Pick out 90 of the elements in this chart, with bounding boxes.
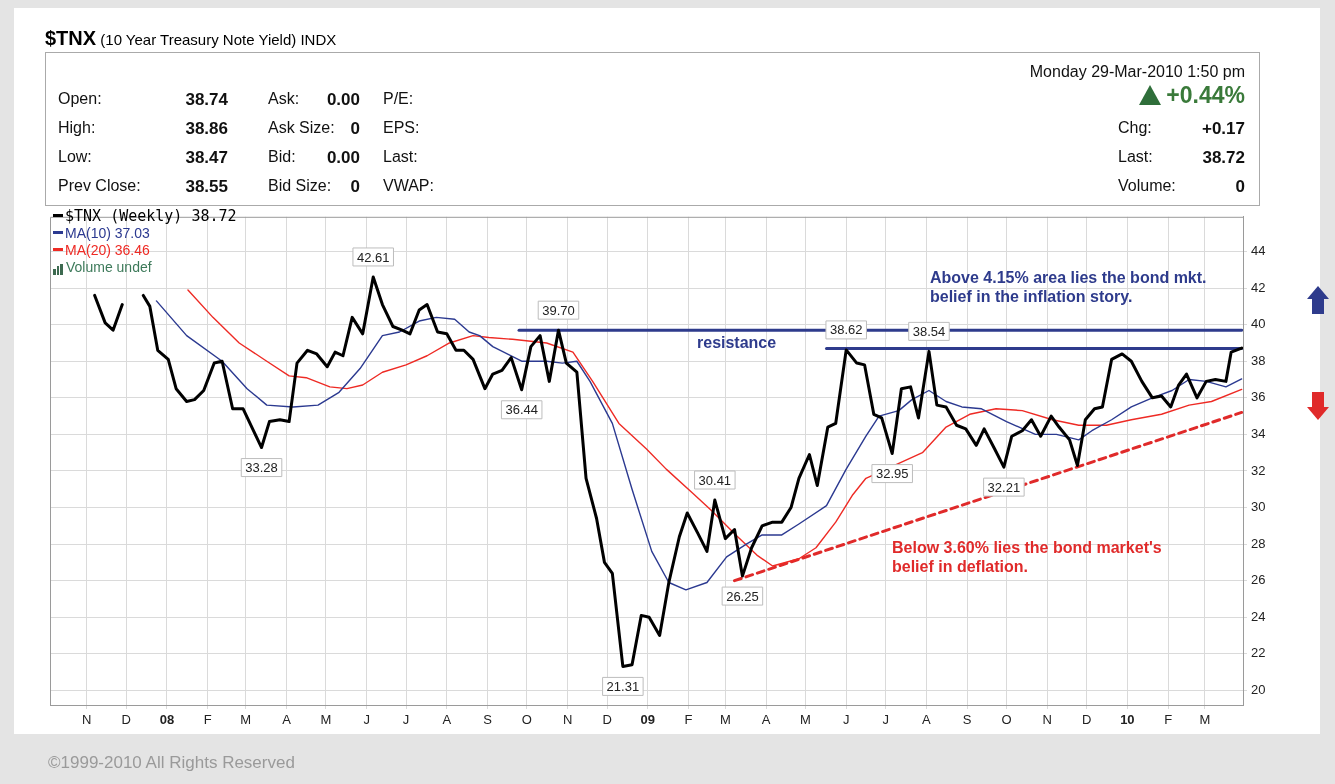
text: 0	[350, 177, 360, 196]
annotation: 42.61	[356, 249, 390, 265]
annotation: Above 4.15% area lies the bond mkt. belief in the inflation story.	[930, 269, 1207, 306]
legend-label: $TNX (Weekly) 38.72	[65, 206, 237, 225]
x-tick-label: N	[82, 712, 92, 728]
annotation: Volume undef	[66, 259, 152, 275]
text: EPS:	[383, 119, 420, 136]
text: 0.00	[326, 148, 360, 167]
text: P/E:	[383, 90, 414, 107]
legend-label: MA(10) 37.03	[65, 224, 150, 241]
text: Ask Size:	[268, 119, 335, 136]
text: 0.00	[326, 90, 360, 109]
y-tick-label: 22	[1251, 645, 1266, 661]
x-tick-label: D	[1081, 712, 1092, 728]
y-tick-label: 44	[1251, 243, 1266, 259]
x-tick-label: A	[282, 712, 292, 728]
x-tick-label: D	[602, 712, 612, 728]
annotation: Below 3.60% lies the bond market's belief in deflation.	[892, 539, 1162, 576]
x-tick-label: J	[882, 712, 889, 728]
annotation: 30.41	[698, 472, 732, 488]
y-tick-label: 20	[1251, 681, 1266, 697]
text: Volume:	[1118, 177, 1176, 194]
y-tick-label: 34	[1251, 425, 1266, 441]
x-tick-label: A	[922, 712, 932, 728]
text: +0.17	[1201, 119, 1245, 138]
legend-label: MA(20) 36.46	[65, 241, 150, 258]
text: Last:	[383, 148, 418, 165]
annotation: 21.31	[606, 679, 640, 694]
y-tick-label: 42	[1251, 279, 1266, 295]
text: 38.55	[185, 177, 228, 196]
annotation: 26.25	[726, 588, 759, 604]
y-tick-label: 38	[1251, 352, 1266, 368]
y-tick-label: 28	[1251, 535, 1266, 551]
x-tick-label: M	[240, 712, 252, 728]
x-tick-label: M	[1199, 712, 1211, 728]
y-tick-label: 26	[1251, 572, 1266, 588]
y-tick-label: 32	[1251, 462, 1266, 478]
annotation: 32.21	[987, 479, 1021, 495]
y-tick-label: 36	[1251, 389, 1266, 405]
annotation: 39.70	[542, 302, 575, 318]
text: 38.74	[185, 90, 228, 109]
text: Monday 29-Mar-2010 1:50 pm	[1029, 63, 1245, 80]
x-tick-label: D	[121, 712, 131, 728]
text: Open:	[58, 90, 102, 107]
text: 0	[350, 119, 360, 138]
x-tick-label: S	[483, 712, 493, 728]
x-tick-label: 10	[1120, 712, 1135, 728]
x-tick-label: O	[1001, 712, 1012, 728]
x-tick-label: N	[562, 712, 573, 728]
text: VWAP:	[383, 177, 434, 194]
y-tick-label: 24	[1251, 608, 1266, 624]
x-tick-label: N	[1042, 712, 1052, 728]
y-tick-label: 40	[1251, 316, 1266, 332]
text: 0	[1235, 177, 1245, 196]
x-tick-label: S	[962, 712, 972, 728]
text: High:	[58, 119, 96, 136]
x-tick-label: A	[761, 712, 771, 728]
text: 38.47	[185, 148, 228, 167]
text: $TNX (10 Year Treasury Note Yield) INDX	[45, 27, 337, 49]
text: Bid Size:	[268, 177, 332, 194]
y-tick-label: 30	[1251, 499, 1266, 515]
x-tick-label: 08	[159, 712, 175, 728]
annotation: resistance	[697, 334, 777, 352]
text: Last:	[1118, 148, 1153, 165]
text: Chg:	[1118, 119, 1152, 136]
x-tick-label: M	[320, 712, 332, 728]
x-tick-label: A	[442, 712, 452, 728]
annotation: 33.28	[245, 460, 278, 476]
text: Bid:	[268, 148, 296, 165]
text: +0.44%	[1166, 82, 1245, 109]
text: Prev Close:	[58, 177, 141, 194]
x-tick-label: O	[521, 712, 532, 728]
text: ©1999-2010 All Rights Reserved	[48, 753, 295, 772]
text: Ask:	[268, 90, 300, 107]
x-tick-label: J	[363, 712, 370, 728]
x-tick-label: 09	[640, 712, 656, 728]
text: Low:	[58, 148, 92, 165]
x-tick-label: F	[1164, 712, 1173, 728]
x-tick-label: F	[203, 712, 212, 728]
text: 38.86	[185, 119, 228, 138]
text: 38.72	[1202, 148, 1245, 167]
annotation: 36.44	[505, 402, 538, 418]
x-tick-label: M	[800, 712, 811, 728]
annotation: 38.54	[912, 323, 946, 339]
x-tick-label: F	[684, 712, 693, 728]
x-tick-label: J	[402, 712, 410, 728]
annotation: 38.62	[829, 322, 863, 338]
annotation: 32.95	[875, 466, 909, 482]
x-tick-label: J	[842, 712, 850, 728]
x-tick-label: M	[719, 712, 731, 728]
